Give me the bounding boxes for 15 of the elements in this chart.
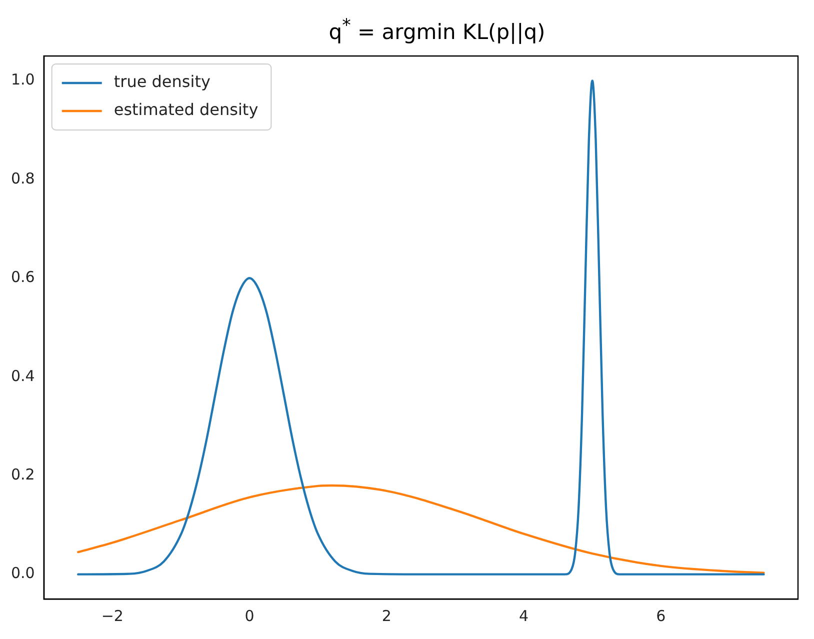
- y-tick-label: 0.8: [10, 169, 35, 188]
- y-tick-label: 0.4: [10, 366, 35, 385]
- y-tick-label: 0.6: [10, 268, 35, 286]
- y-tick-label: 0.2: [10, 465, 35, 484]
- y-tick-label: 1.0: [10, 70, 35, 89]
- x-tick-label: 6: [656, 606, 666, 625]
- x-tick-label: 4: [518, 606, 529, 625]
- x-tick-label: 2: [382, 606, 392, 625]
- x-tick-label: −2: [101, 606, 124, 625]
- legend-label: true density: [114, 72, 210, 92]
- legend-label: estimated density: [114, 100, 258, 120]
- line-series: [77, 484, 765, 574]
- chart-title: q$^{*}$ = argmin KL(p||q): [328, 15, 546, 44]
- x-tick-label: 0: [244, 606, 254, 625]
- y-tick-label: 0.0: [10, 564, 35, 582]
